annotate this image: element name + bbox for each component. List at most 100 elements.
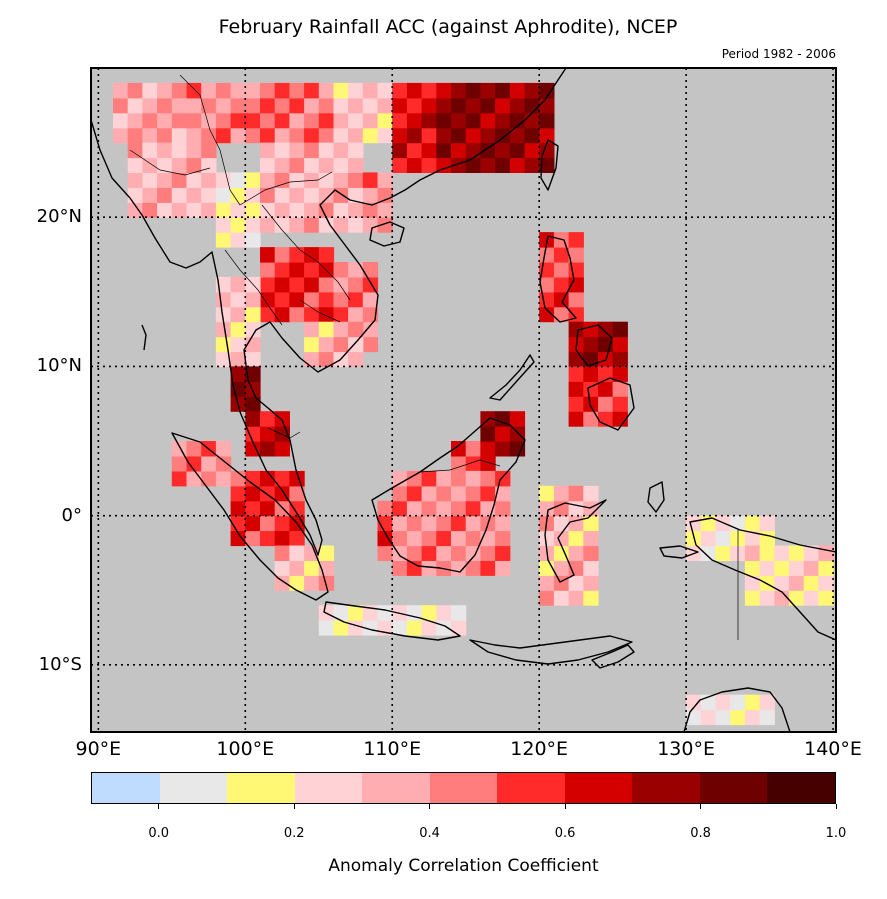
acc-cell [583, 321, 599, 338]
acc-cell [495, 426, 511, 442]
acc-cell [539, 127, 555, 144]
acc-cell [289, 172, 305, 188]
acc-cell [127, 157, 143, 173]
acc-cell [274, 306, 290, 323]
acc-cell [480, 112, 496, 129]
acc-cell [495, 500, 511, 517]
acc-cell [245, 97, 261, 114]
acc-cell [362, 306, 379, 323]
acc-cell [260, 306, 276, 323]
acc-cell [348, 157, 364, 173]
country-borders [129, 74, 739, 640]
acc-cell [157, 82, 173, 99]
acc-cell [553, 485, 570, 502]
acc-cell [318, 262, 335, 278]
acc-cell [186, 127, 202, 144]
acc-cell [495, 530, 511, 547]
acc-cell [348, 172, 364, 188]
mindanao-island [587, 377, 635, 431]
acc-cell [245, 187, 261, 203]
longitude-label: 120°E [510, 738, 569, 760]
acc-cell [553, 530, 570, 547]
acc-cell [245, 396, 261, 412]
acc-cell [583, 575, 599, 591]
acc-cell [451, 530, 467, 547]
acc-cell [289, 560, 305, 576]
acc-cell [480, 127, 496, 144]
acc-cell [245, 426, 261, 442]
acc-cell [524, 112, 540, 129]
acc-cell [333, 202, 349, 218]
acc-cell [127, 142, 143, 159]
acc-cell [333, 321, 349, 338]
acc-cell [789, 575, 805, 591]
acc-cell [392, 485, 408, 502]
acc-cell [260, 500, 276, 517]
acc-cell [803, 590, 819, 606]
acc-cell [348, 336, 364, 353]
acc-cell [230, 232, 246, 248]
acc-cell [333, 217, 349, 233]
lesser-sunda-islands [469, 635, 633, 665]
acc-cell [157, 127, 173, 144]
acc-cell [113, 97, 129, 114]
acc-cell [171, 142, 188, 159]
latitude-label: 20°N [36, 206, 82, 228]
acc-cell [774, 545, 790, 561]
acc-cell [348, 202, 364, 218]
acc-cell [598, 321, 614, 338]
acc-cell [421, 112, 437, 129]
acc-cell [539, 157, 555, 173]
acc-cell [318, 142, 335, 159]
acc-cell [215, 470, 232, 487]
acc-cell [318, 276, 335, 293]
acc-cell [377, 82, 393, 99]
acc-cell [553, 575, 570, 591]
acc-cell [348, 291, 364, 308]
acc-cell [171, 112, 188, 129]
acc-cell [583, 545, 599, 561]
period-label: Period 1982 - 2006 [721, 47, 836, 61]
acc-cell [715, 530, 731, 547]
acc-cell [260, 217, 276, 233]
acc-cell [245, 441, 261, 457]
acc-cell [201, 187, 217, 203]
acc-cell [230, 97, 246, 114]
acc-cell [539, 530, 555, 547]
acc-cell [260, 97, 276, 114]
acc-cell [553, 262, 570, 278]
acc-cell [392, 127, 408, 144]
java-island [323, 601, 461, 641]
acc-cell [436, 530, 452, 547]
acc-cell [127, 112, 143, 129]
acc-cell [539, 590, 555, 606]
acc-cell [230, 172, 246, 188]
acc-cell [274, 157, 290, 173]
acc-cell [744, 590, 761, 606]
acc-cell [230, 336, 246, 353]
acc-cell [465, 112, 481, 129]
acc-cell [348, 262, 364, 278]
acc-cell [509, 157, 526, 173]
border-line [129, 149, 211, 176]
acc-cell [230, 366, 246, 382]
acc-cell [495, 157, 511, 173]
acc-cell [289, 97, 305, 114]
acc-cell [568, 366, 584, 382]
acc-cell [260, 291, 276, 308]
acc-cell [348, 620, 364, 636]
acc-cell [421, 127, 437, 144]
acc-cell [553, 560, 570, 576]
acc-cell [171, 97, 188, 114]
acc-cell [127, 82, 143, 99]
acc-cell [260, 470, 276, 487]
acc-cell [215, 232, 232, 248]
acc-cell [465, 456, 481, 472]
acc-cell [406, 97, 423, 114]
acc-cell [451, 560, 467, 576]
acc-cell [465, 142, 481, 159]
acc-cell [406, 545, 423, 561]
acc-cell [436, 545, 452, 561]
acc-cell [480, 545, 496, 561]
acc-cell [245, 530, 261, 547]
